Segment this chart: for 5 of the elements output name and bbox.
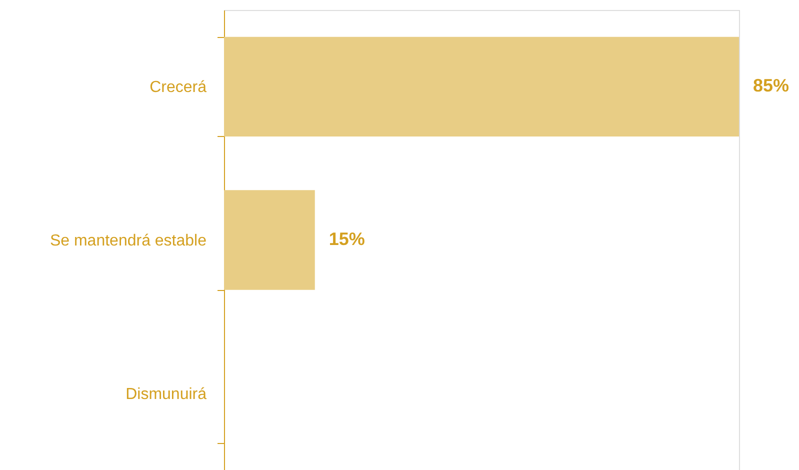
data-label: 85%	[753, 76, 790, 96]
y-tick-label: Crecerá	[150, 79, 207, 96]
y-tick-label: Dismunuirá	[126, 386, 207, 403]
y-tick-label: Se mantendrá estable	[50, 232, 207, 250]
data-label: 15%	[328, 229, 365, 249]
